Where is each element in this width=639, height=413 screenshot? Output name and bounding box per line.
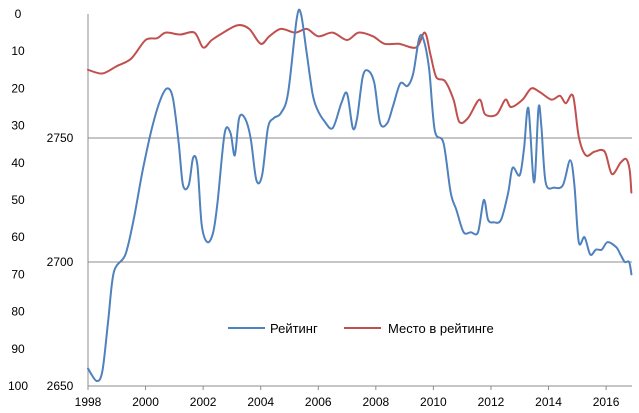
grid-layer (88, 137, 632, 263)
series-line-rating (87, 8, 633, 383)
rank-tick-label: 0 (15, 7, 22, 21)
series-layer (87, 8, 633, 383)
x-tick-label: 2010 (420, 395, 447, 409)
rank-tick-label: 80 (11, 305, 25, 319)
rank-tick-label: 40 (11, 156, 25, 170)
rank-tick-label: 60 (11, 230, 25, 244)
x-tick-label: 2004 (247, 395, 274, 409)
x-tick-label: 2014 (535, 395, 562, 409)
legend: Рейтинг Место в рейтинге (228, 321, 494, 336)
axis-layer: 0 10 20 30 40 50 60 70 80 90 100 2650 2700 2750 1998 20… (8, 7, 632, 409)
legend-label-rating: Рейтинг (270, 321, 318, 336)
x-tick-label: 1998 (75, 395, 102, 409)
rank-tick-label: 100 (8, 379, 28, 393)
rank-tick-label: 90 (11, 342, 25, 356)
rank-tick-label: 50 (11, 193, 25, 207)
rating-tick-label: 2650 (47, 379, 74, 393)
rating-tick-label: 2750 (47, 131, 74, 145)
x-tick-label: 2002 (190, 395, 217, 409)
x-tick-label: 2006 (305, 395, 332, 409)
x-tick-label: 2016 (593, 395, 620, 409)
rank-tick-label: 10 (11, 44, 25, 58)
rank-tick-label: 30 (11, 119, 25, 133)
rating-tick-label: 2700 (47, 255, 74, 269)
legend-label-rank: Место в рейтинге (388, 321, 494, 336)
series-line-rank (87, 24, 633, 194)
x-tick-label: 2000 (132, 395, 159, 409)
rank-tick-label: 20 (11, 81, 25, 95)
rank-tick-label: 70 (11, 267, 25, 281)
x-tick-label: 2008 (362, 395, 389, 409)
x-tick-label: 2012 (478, 395, 505, 409)
